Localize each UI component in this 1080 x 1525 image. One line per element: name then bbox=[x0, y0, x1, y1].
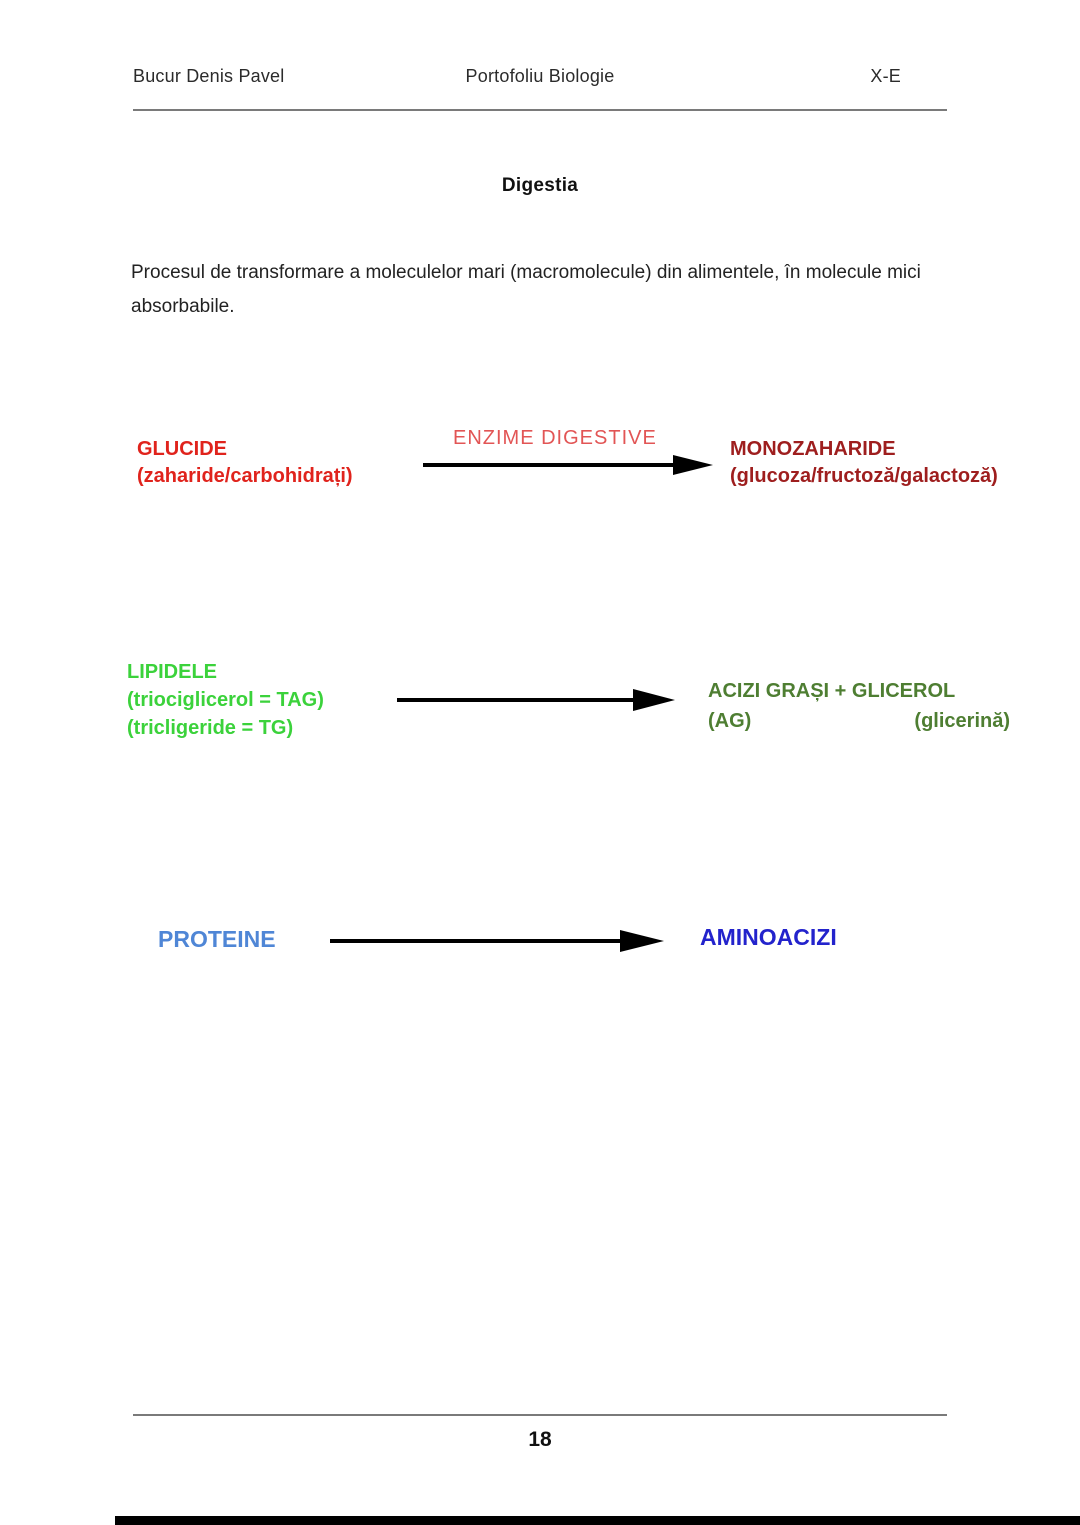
page-title: Digestia bbox=[501, 175, 579, 196]
header-author: Bucur Denis Pavel bbox=[133, 66, 285, 86]
reaction1-product-label: MONOZAHARIDE (glucoza/fructoză/galactoză… bbox=[730, 438, 998, 487]
header-rule bbox=[133, 109, 947, 111]
header-doc-title: Portofoliu Biologie bbox=[465, 66, 615, 86]
reaction1-arrow-right-icon bbox=[423, 454, 713, 476]
page-header: Bucur Denis Pavel Portofoliu Biologie X-… bbox=[133, 66, 947, 87]
intro-paragraph: Procesul de transformare a moleculelor m… bbox=[131, 262, 921, 317]
reaction2-product-label: ACIZI GRAȘI + GLICEROL (AG) (glicerină) bbox=[708, 680, 1010, 732]
reaction1-source-label: GLUCIDE (zaharide/carbohidrați) bbox=[137, 438, 353, 487]
bottom-edge-bar bbox=[115, 1516, 1080, 1525]
reaction3-arrow-right-icon bbox=[330, 929, 664, 953]
page-number: 18 bbox=[528, 1428, 552, 1451]
reaction2-arrow-right-icon bbox=[397, 688, 675, 712]
header-class: X-E bbox=[870, 66, 901, 86]
footer-rule bbox=[133, 1414, 947, 1416]
reaction3-source-label: PROTEINE bbox=[158, 926, 276, 952]
reaction2-source-label: LIPIDELE (triociglicerol = TAG) (triclig… bbox=[127, 661, 324, 739]
reaction3-product-label: AMINOACIZI bbox=[700, 924, 837, 950]
reaction1-arrow-label: ENZIME DIGESTIVE bbox=[453, 427, 657, 449]
